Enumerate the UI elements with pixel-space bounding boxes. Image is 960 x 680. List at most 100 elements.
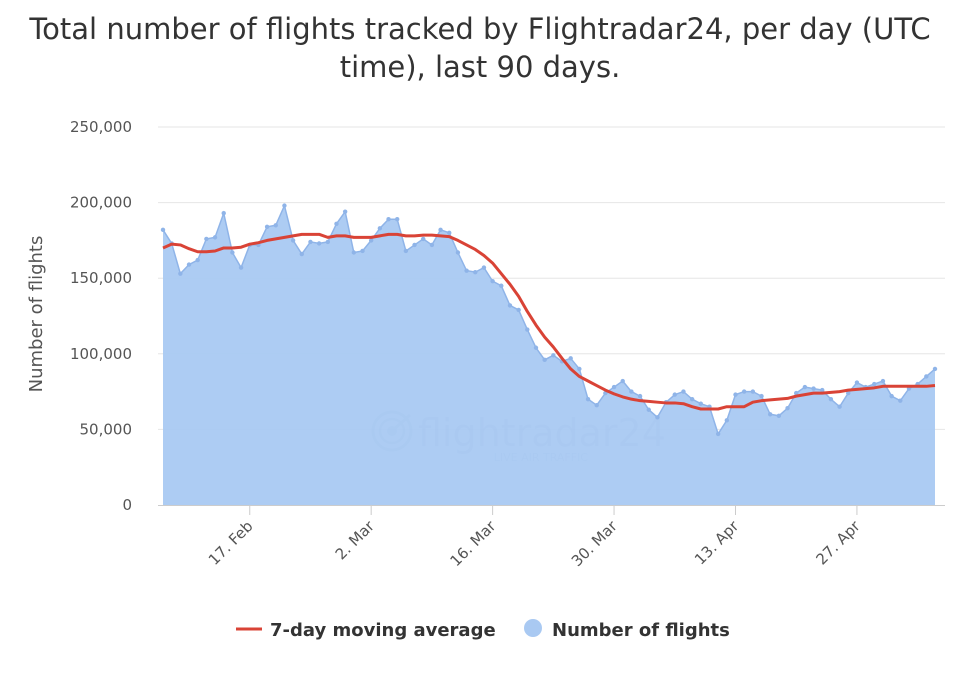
data-point [412,242,417,248]
data-point [681,389,686,394]
legend-flights-swatch [524,619,542,637]
data-point [325,239,331,245]
data-point [776,413,782,418]
data-point [490,279,495,284]
x-tick-label: 16. Mar [446,517,500,571]
data-point [846,390,851,396]
data-point [282,203,287,208]
data-point [447,230,452,236]
data-point [872,381,877,387]
data-point [750,389,756,394]
data-point [932,366,938,372]
x-tick-label: 2. Mar [332,517,379,564]
data-point [585,396,591,402]
data-point [837,404,842,409]
data-point [238,265,244,270]
data-point [351,250,357,255]
x-tick-label: 13. Apr [691,517,743,569]
data-point [655,415,660,420]
data-point [802,384,808,390]
data-point [785,406,790,411]
data-point [299,251,304,257]
data-point [395,217,400,222]
data-point [767,412,773,417]
data-point [542,357,547,363]
series-average-line [162,232,936,411]
y-axis-label: Number of flights [26,236,47,393]
data-point [759,393,764,399]
data-point [178,271,183,276]
data-point [334,221,339,226]
data-point [820,387,825,393]
data-point [715,431,721,437]
data-point [880,378,886,384]
data-point [212,235,218,240]
data-point [594,403,599,408]
data-point [499,283,504,288]
data-point [828,396,834,402]
y-tick-label: 50,000 [80,420,133,438]
data-point [481,265,487,270]
x-tick-label: 30. Mar [568,517,622,571]
data-point [403,248,409,254]
series-area-points [160,203,938,437]
data-point [733,392,738,397]
data-point [898,398,903,403]
chart-title: Total number of flights tracked by Fligh… [29,12,931,84]
data-point [889,393,894,399]
data-point [473,269,478,275]
data-point [577,366,582,372]
data-point [360,248,365,254]
data-point [724,418,730,423]
data-point [438,227,443,233]
data-point [637,393,643,399]
data-point [316,241,322,246]
data-point [221,210,226,216]
y-tick-label: 100,000 [70,345,132,363]
y-tick-label: 150,000 [70,269,132,287]
data-point [186,262,192,267]
data-point [264,224,270,229]
data-point [672,392,677,397]
legend: 7-day moving average Number of flights [236,619,730,641]
y-tick-label: 250,000 [70,118,132,136]
data-point [611,384,617,390]
data-point [629,389,634,394]
data-point [204,236,209,242]
data-point [525,327,530,332]
data-point [516,307,521,313]
x-tick-label: 17. Feb [205,517,257,569]
data-point [421,236,426,242]
data-point [551,353,556,358]
data-point [507,303,513,308]
data-point [811,386,816,391]
data-point [429,242,435,248]
data-point [160,227,166,233]
x-tick-label: 27. Apr [812,517,864,569]
series-area-fill [163,205,935,505]
y-tick-label: 200,000 [70,194,132,212]
data-point [386,217,391,222]
data-point [464,268,469,273]
data-point [698,401,703,406]
data-point [308,239,313,245]
data-point [924,374,929,379]
legend-average-label: 7-day moving average [270,620,496,641]
data-point [455,250,461,255]
data-point [689,396,695,402]
legend-flights-label: Number of flights [552,620,730,641]
data-point [290,238,296,243]
data-point [273,223,278,228]
data-point [568,356,573,361]
data-point [741,389,747,394]
data-point [342,209,348,214]
data-point [195,257,200,263]
data-point [368,238,374,243]
data-point [646,407,651,412]
data-point [230,250,235,255]
data-point [620,378,625,384]
y-tick-label: 0 [122,496,132,514]
data-point [854,380,860,385]
